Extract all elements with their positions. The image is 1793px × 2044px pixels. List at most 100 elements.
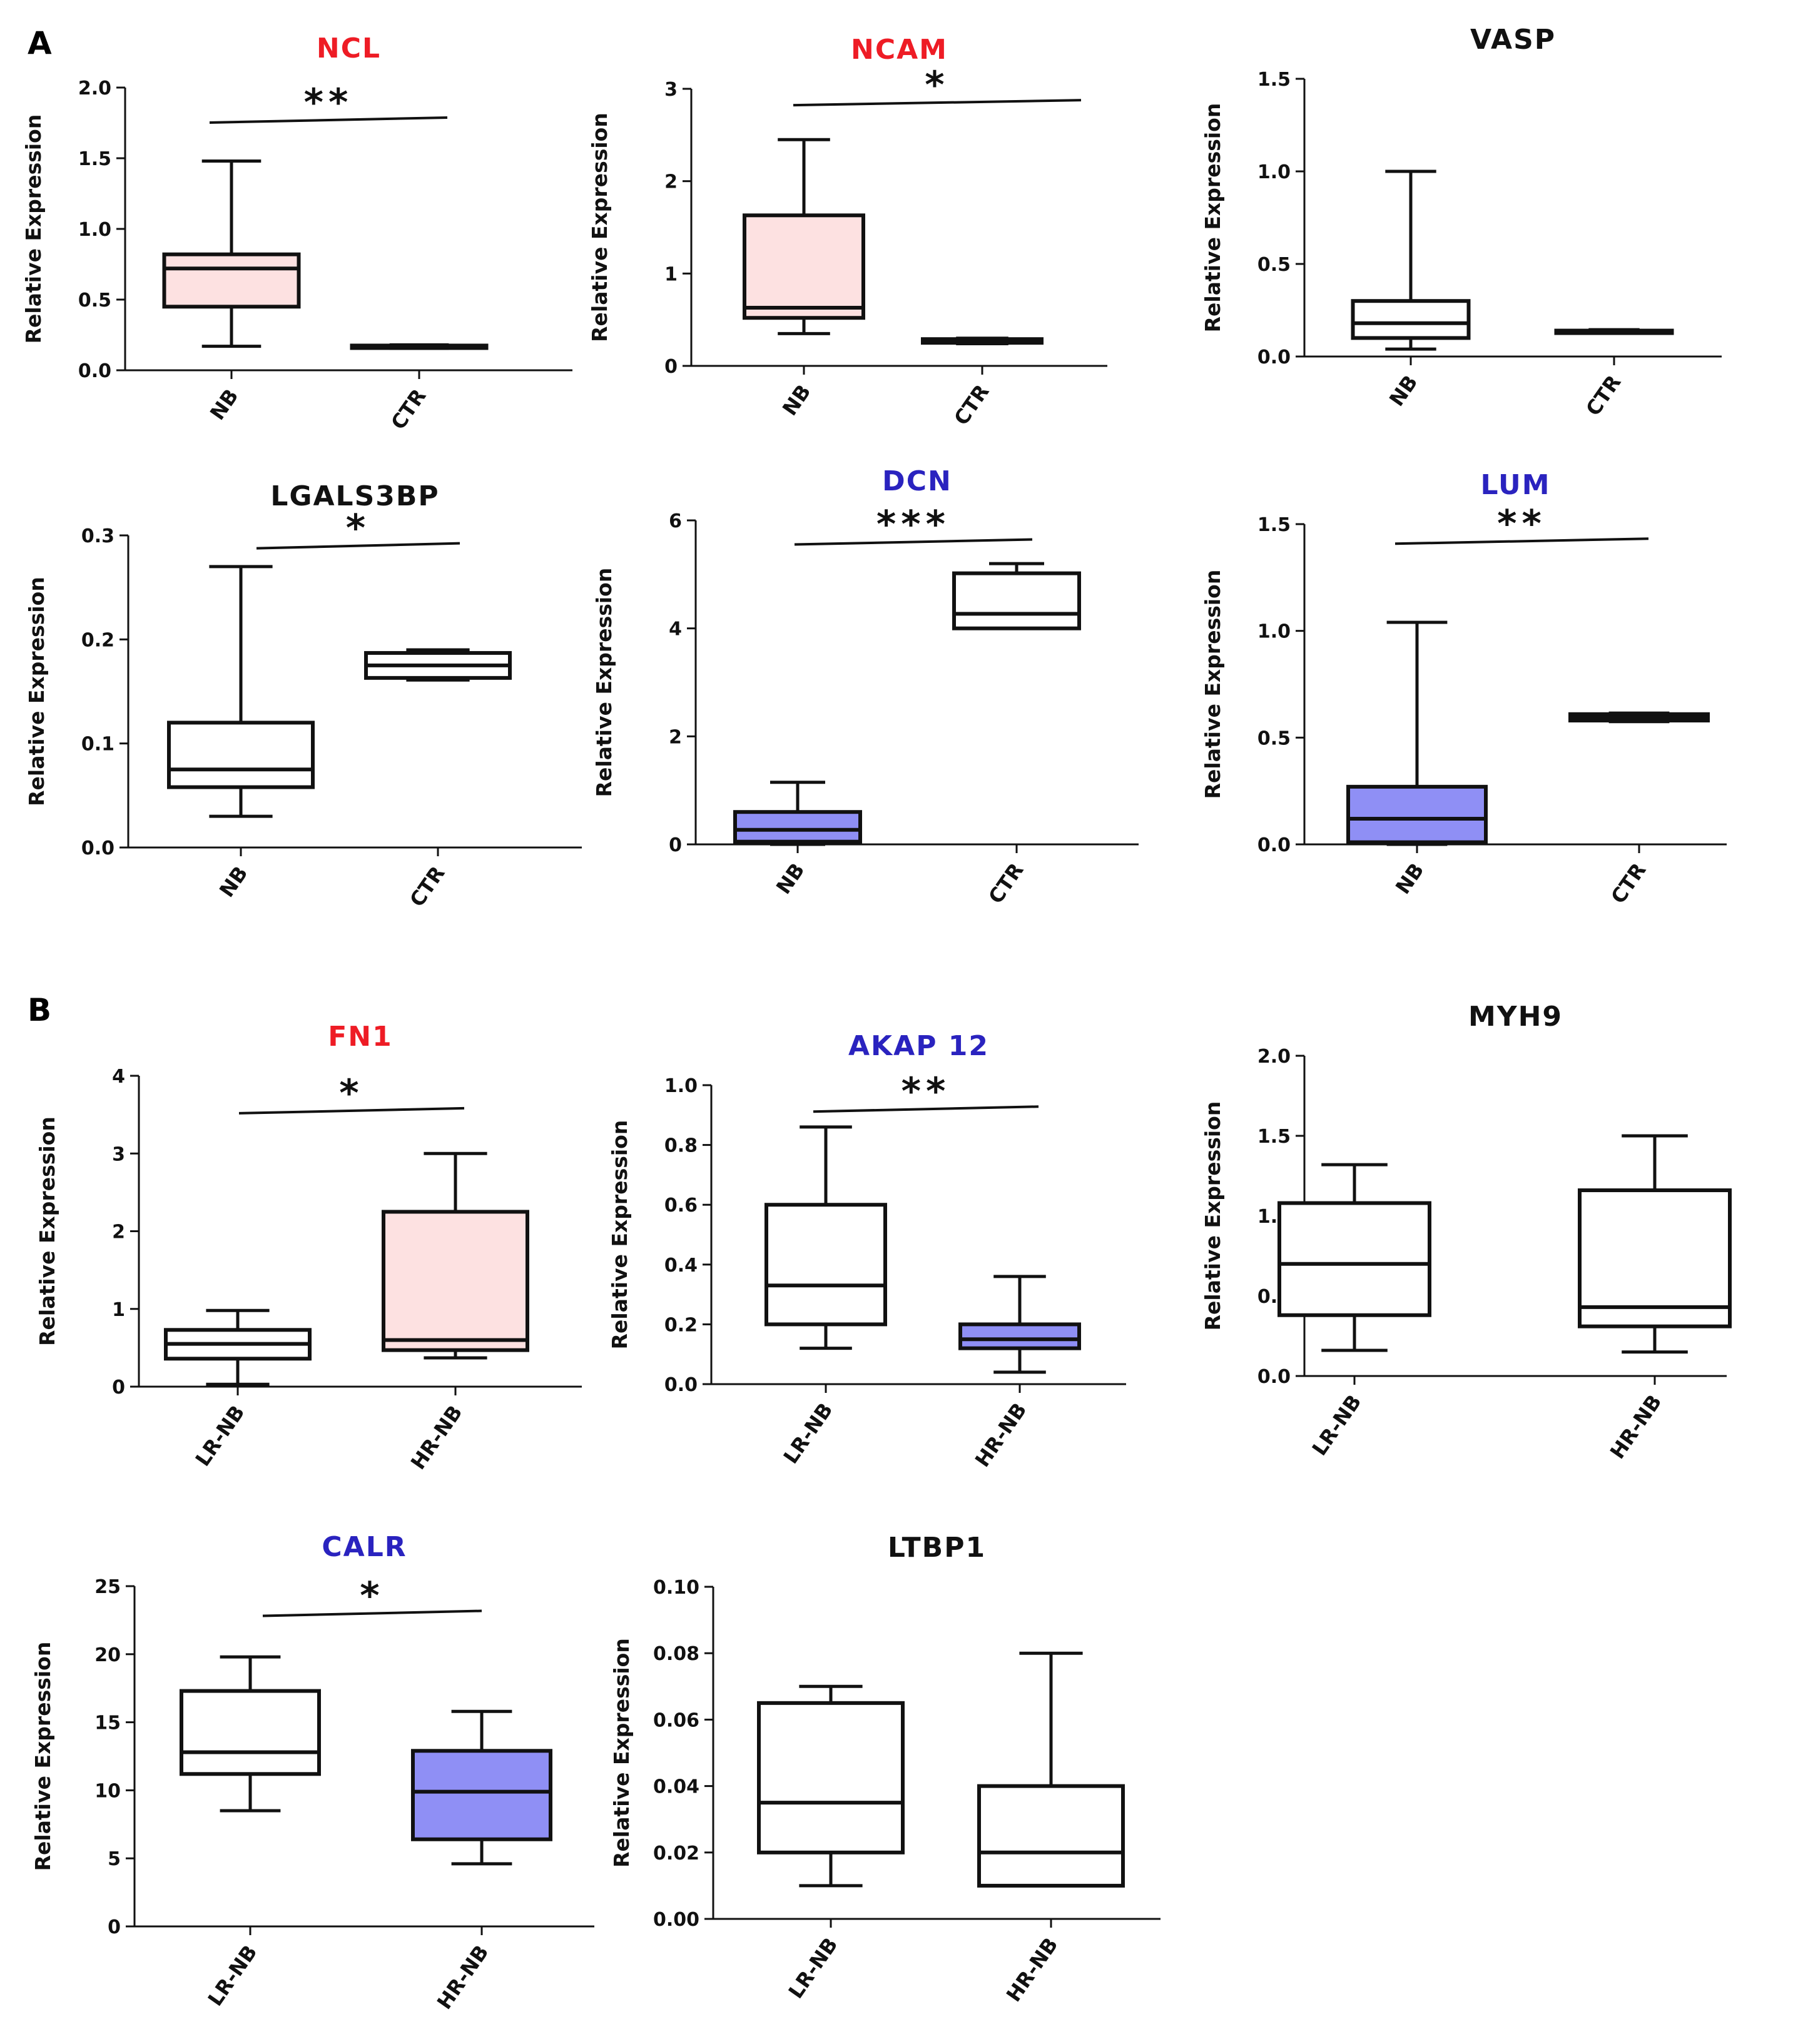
- y-axis-label: Relative Expression: [31, 1642, 55, 1871]
- iqr-box: [1277, 1201, 1431, 1317]
- iqr-box: [1351, 299, 1471, 340]
- y-tick-label: 4: [669, 619, 682, 640]
- iqr-box: [411, 1749, 552, 1841]
- significance-label: **: [902, 1070, 951, 1113]
- box-lr-nb: [757, 1684, 905, 1888]
- y-tick-label: 1.0: [1257, 161, 1291, 183]
- iqr-box: [743, 213, 865, 320]
- iqr-box: [977, 1784, 1125, 1888]
- box-hr-nb: [977, 1651, 1125, 1888]
- y-tick-label: 1.5: [1257, 514, 1291, 536]
- chart-title: FN1: [328, 1021, 393, 1053]
- significance-label: *: [360, 1574, 384, 1618]
- chart-title: LGALS3BP: [270, 480, 439, 512]
- y-tick-label: 0.2: [664, 1314, 698, 1336]
- significance-label: ***: [876, 503, 950, 547]
- y-tick-label: 10: [94, 1780, 121, 1802]
- y-tick-label: 0.00: [653, 1909, 699, 1931]
- y-tick-label: 2.0: [1257, 1046, 1291, 1068]
- y-axis-label: Relative Expression: [21, 114, 46, 344]
- significance-label: *: [339, 1071, 363, 1115]
- chart-title: NCAM: [851, 34, 948, 66]
- y-tick-label: 0.1: [81, 734, 114, 756]
- box-nb: [733, 781, 862, 846]
- iqr-box: [733, 810, 862, 844]
- y-tick-label: 0.0: [1257, 834, 1291, 856]
- iqr-box: [757, 1701, 905, 1854]
- y-tick-label: 3: [664, 79, 678, 101]
- chart-title: MYH9: [1468, 1001, 1563, 1033]
- box-lr-nb: [180, 1655, 321, 1813]
- significance-line: [1394, 537, 1649, 545]
- box-hr-nb: [1578, 1134, 1732, 1354]
- y-axis-label: Relative Expression: [587, 113, 612, 342]
- y-tick-label: 0.2: [81, 629, 114, 651]
- y-tick-label: 0.0: [1257, 347, 1291, 368]
- box-ctr: [364, 648, 512, 682]
- y-tick-label: 0.10: [653, 1577, 699, 1599]
- significance-line: [209, 116, 448, 124]
- chart-title: AKAP 12: [848, 1030, 989, 1062]
- box-nb: [743, 138, 865, 335]
- significance-line: [256, 542, 460, 550]
- y-tick-label: 0.02: [653, 1843, 699, 1864]
- y-tick-label: 0.04: [653, 1776, 699, 1798]
- box-ctr: [1568, 711, 1710, 724]
- significance-label: *: [925, 63, 949, 107]
- iqr-box: [382, 1210, 529, 1352]
- y-tick-label: 15: [94, 1713, 121, 1734]
- y-tick-label: 1.0: [1257, 621, 1291, 643]
- y-tick-label: 4: [112, 1066, 125, 1088]
- box-ctr: [921, 336, 1044, 346]
- panel-label-b: B: [28, 992, 51, 1028]
- y-tick-label: 0.6: [664, 1195, 698, 1217]
- box-hr-nb: [958, 1275, 1081, 1374]
- y-tick-label: 0.5: [1257, 254, 1291, 276]
- y-axis-label: Relative Expression: [1201, 570, 1225, 799]
- chart-title: NCL: [317, 33, 381, 64]
- y-tick-label: 0.5: [78, 290, 111, 311]
- y-axis-label: Relative Expression: [607, 1120, 632, 1350]
- y-tick-label: 0: [669, 834, 682, 856]
- y-tick-label: 0: [108, 1916, 121, 1938]
- iqr-box: [1346, 784, 1488, 844]
- iqr-box: [180, 1689, 321, 1776]
- chart-title: DCN: [882, 465, 952, 497]
- significance-label: *: [346, 507, 370, 550]
- box-ctr: [350, 343, 489, 350]
- y-tick-label: 0.5: [1257, 727, 1291, 749]
- y-tick-label: 2: [669, 726, 682, 748]
- y-tick-label: 2: [112, 1222, 125, 1243]
- iqr-box: [952, 571, 1081, 630]
- box-nb: [162, 159, 301, 348]
- panel-label-a: A: [28, 25, 52, 61]
- y-tick-label: 2.0: [78, 78, 111, 99]
- box-ctr: [1554, 328, 1674, 335]
- iqr-box: [1578, 1188, 1732, 1328]
- significance-line: [794, 538, 1033, 546]
- box-ctr: [952, 562, 1081, 630]
- y-tick-label: 0.8: [664, 1135, 698, 1157]
- y-tick-label: 1.0: [664, 1075, 698, 1097]
- significance-label: **: [1497, 502, 1547, 545]
- y-tick-label: 1.0: [78, 219, 111, 241]
- chart-title: CALR: [322, 1531, 407, 1563]
- chart-title: LUM: [1481, 469, 1551, 501]
- chart-title: VASP: [1470, 24, 1556, 56]
- significance-line: [238, 1106, 465, 1115]
- iqr-box: [958, 1322, 1081, 1350]
- box-nb: [167, 565, 315, 818]
- y-tick-label: 0.3: [81, 525, 114, 547]
- y-tick-label: 20: [94, 1644, 121, 1666]
- y-tick-label: 25: [94, 1576, 121, 1598]
- y-axis-label: Relative Expression: [1201, 1101, 1225, 1331]
- y-tick-label: 0.0: [81, 837, 114, 859]
- y-tick-label: 1.5: [1257, 69, 1291, 91]
